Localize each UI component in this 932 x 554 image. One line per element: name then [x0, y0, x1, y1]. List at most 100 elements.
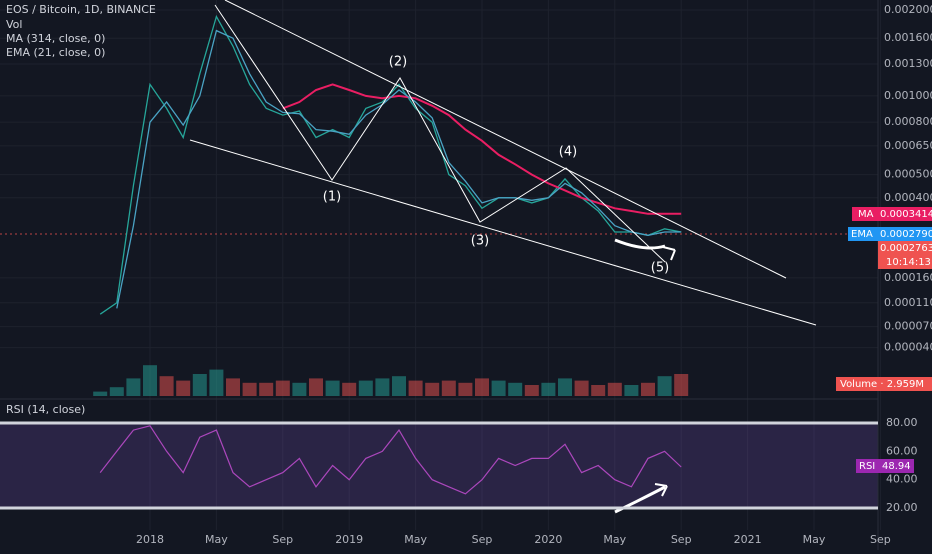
volume-bar [226, 378, 240, 396]
wave-label: (2) [389, 55, 407, 70]
ema-legend: EMA (21, close, 0) [6, 46, 105, 59]
rsi-tag-name: RSI [859, 461, 875, 472]
countdown: 10:14:13 [886, 257, 931, 268]
tag-bg [878, 459, 914, 473]
grid [0, 0, 881, 530]
rsi-tick-label: 60.00 [886, 444, 918, 457]
tag-bg [852, 207, 878, 221]
volume-bar [209, 369, 224, 396]
lower-trendline [189, 139, 817, 326]
y-tick-label: 0.0010000 [884, 89, 932, 102]
symbol: EOS / Bitcoin, 1D, BINANCE [6, 3, 156, 16]
x-tick-label: Sep [472, 533, 493, 546]
y-tick-label: 0.0013000 [884, 57, 932, 70]
volume-bar [342, 382, 357, 396]
ma-tag-value: 0.0003414 [880, 209, 932, 220]
trendlines [0, 0, 878, 514]
x-tick-label: Sep [671, 533, 692, 546]
volume-bar [558, 378, 572, 396]
ma-tag-name: MA [858, 209, 874, 220]
y-tick-label: 0.0020000 [884, 3, 932, 16]
volume-bar [475, 378, 489, 396]
y-tick-label: 0.0000700 [884, 320, 932, 333]
volume-bar [674, 374, 689, 396]
volume-bar [508, 382, 523, 396]
volume-bar [591, 385, 606, 396]
volume-bar [275, 380, 290, 396]
arrow-5-head [662, 246, 676, 261]
y-tick-label: 0.0008000 [884, 115, 932, 128]
volume-bar [607, 382, 622, 396]
rsi-band [0, 423, 878, 508]
x-tick-label: 2021 [734, 533, 762, 546]
y-tick-label: 0.0004000 [884, 191, 932, 204]
upper-trendline [224, 0, 787, 279]
volume-bar [624, 385, 639, 396]
volume-bar [491, 380, 506, 396]
y-tick-label: 0.0001600 [884, 271, 932, 284]
x-tick-label: Sep [870, 533, 891, 546]
arrow-5 [614, 238, 666, 250]
rsi-tag-value: 48.94 [882, 461, 911, 472]
wave-label: (1) [323, 190, 341, 205]
volume-bar [109, 387, 124, 396]
last-tag-value: 0.0002763 [880, 243, 932, 254]
wave-label: (5) [651, 261, 669, 276]
rsi-tick-label: 80.00 [886, 416, 918, 429]
wave-lines [214, 4, 666, 263]
volume-bar [325, 380, 340, 396]
tag-bg [848, 227, 878, 241]
ema-tag-name: EMA [851, 229, 873, 240]
indicator-line [116, 29, 682, 309]
y-tick-label: 0.0016000 [884, 31, 932, 44]
y-tick-label: 0.0005000 [884, 168, 932, 181]
plot [93, 14, 689, 495]
x-tick-label: 2019 [335, 533, 363, 546]
price-line [99, 14, 682, 315]
x-tick-label: May [404, 533, 427, 546]
volume-bar [641, 382, 655, 396]
rsi-arrow [614, 485, 666, 514]
volume-bar [524, 385, 539, 396]
ema-tag-value: 0.0002790 [880, 229, 932, 240]
volume-bar [358, 380, 373, 396]
volume-bar [657, 376, 672, 396]
volume-bar [441, 380, 456, 396]
volume-bar [159, 376, 174, 396]
tag-bg [836, 377, 932, 391]
x-tick-label: Sep [272, 533, 293, 546]
y-tick-label: 0.0000400 [884, 341, 932, 354]
indicator-line [282, 83, 682, 215]
price-tags: MA 0.0003414 EMA 0.0002790 0.0002763 10:… [836, 207, 932, 473]
volume-bar [425, 382, 440, 396]
volume-tag: Volume · 2.959M [840, 379, 924, 390]
volume-bar [541, 382, 556, 396]
tag-bg [878, 207, 932, 221]
x-tick-label: 2018 [136, 533, 164, 546]
rsi-tick-label: 20.00 [886, 501, 918, 514]
volume-bar [143, 365, 157, 396]
volume-bar [392, 376, 406, 396]
tag-bg [878, 227, 932, 241]
tag-bg [878, 241, 932, 269]
tag-bg [856, 459, 878, 473]
volume-bar [458, 382, 473, 396]
volume-bar [259, 382, 274, 396]
wave-label: (3) [471, 234, 489, 249]
rsi-line [99, 425, 682, 495]
volume-bar [176, 380, 191, 396]
x-tick-label: May [803, 533, 826, 546]
volume-bar [242, 382, 257, 396]
rsi-tick-label: 40.00 [886, 473, 918, 486]
volume-bar [408, 380, 423, 396]
x-tick-label: May [205, 533, 228, 546]
volume-bar [574, 380, 589, 396]
volume-bar [375, 378, 390, 396]
rsi-legend: RSI (14, close) [6, 403, 85, 416]
volume-bar [292, 382, 307, 396]
volume-bar [192, 374, 207, 396]
wave-label: (4) [559, 145, 577, 160]
y-tick-label: 0.0006500 [884, 139, 932, 152]
x-tick-label: May [603, 533, 626, 546]
